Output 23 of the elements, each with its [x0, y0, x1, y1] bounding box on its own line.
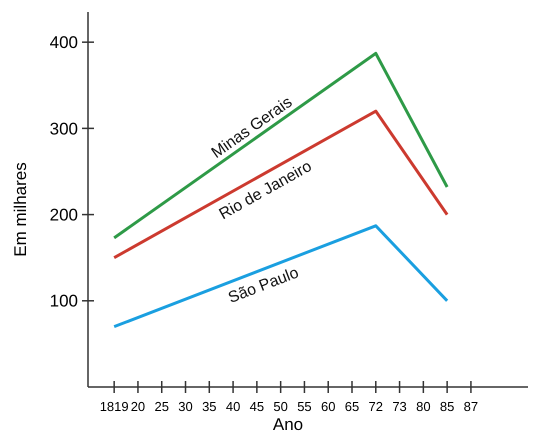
y-axis-title: Em milhares	[11, 162, 30, 257]
x-tick-label: 40	[226, 399, 240, 414]
x-tick-label: 35	[202, 399, 217, 414]
y-tick-label: 300	[50, 119, 78, 138]
x-tick-label: 73	[392, 399, 407, 414]
x-tick-label: 45	[250, 399, 264, 414]
x-tick-label: 72	[368, 399, 384, 414]
y-tick-label: 100	[50, 292, 78, 311]
x-tick-label: 30	[178, 399, 193, 414]
x-axis-title: Ano	[272, 415, 304, 432]
y-tick-label: 200	[50, 206, 78, 225]
y-tick-label: 400	[50, 33, 78, 52]
x-tick-label: 65	[344, 399, 360, 414]
x-tick-label: 87	[464, 399, 478, 414]
x-tick-label: 80	[416, 399, 431, 414]
x-tick-label: 20	[130, 399, 146, 414]
x-tick-label: 60	[320, 399, 336, 414]
x-tick-label: 55	[297, 399, 312, 414]
x-tick-label: 50	[273, 399, 288, 414]
x-tick-label: 85	[440, 399, 454, 414]
x-tick-label: 25	[154, 399, 169, 414]
text: São Paulo	[226, 264, 302, 307]
x-tick-label: 1819	[100, 399, 129, 414]
